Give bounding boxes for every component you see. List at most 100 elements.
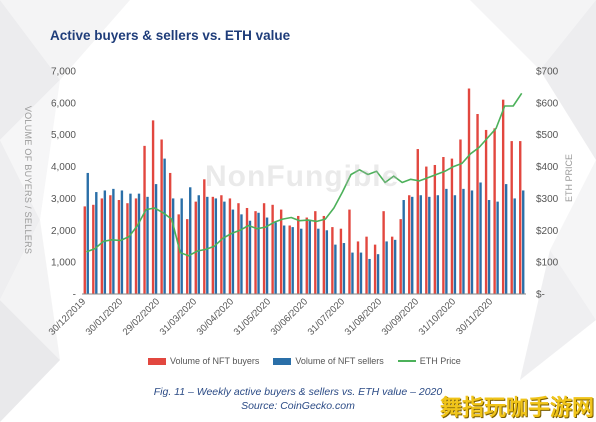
bar-sellers — [86, 172, 89, 294]
y-tick-label: 5,000 — [51, 130, 76, 141]
bar-sellers — [428, 196, 431, 294]
bar-sellers — [189, 187, 192, 294]
bar-sellers — [282, 225, 286, 294]
bar-sellers — [257, 212, 260, 294]
legend-swatch-eth — [397, 360, 416, 362]
legend-item-buyers: Volume of NFT buyers — [148, 356, 259, 366]
bar-buyers — [493, 128, 496, 294]
bar-sellers — [248, 220, 252, 294]
bar-sellers — [487, 200, 491, 294]
bar-sellers — [146, 196, 149, 294]
bar-buyers — [262, 203, 266, 294]
x-tick-label: 30/12/2019 — [47, 296, 88, 337]
bar-buyers — [271, 204, 274, 294]
bar-sellers — [411, 196, 414, 294]
legend-label-eth: ETH Price — [419, 356, 461, 366]
bar-buyers — [501, 99, 505, 295]
bar-buyers — [279, 209, 283, 294]
bar-buyers — [228, 198, 232, 294]
x-tick-label: 30/11/2020 — [454, 296, 495, 337]
bar-buyers — [177, 214, 180, 294]
y-tick-label: 1,000 — [51, 258, 76, 269]
bar-sellers — [334, 244, 337, 294]
bar-buyers — [314, 211, 317, 294]
bar-buyers — [134, 198, 138, 294]
y2-tick-label: $- — [536, 290, 545, 301]
bar-sellers — [470, 190, 474, 294]
bar-sellers — [240, 214, 243, 294]
bar-sellers — [462, 188, 465, 294]
bar-buyers — [109, 195, 112, 294]
bar-buyers — [288, 225, 291, 294]
y-tick-label: 2,000 — [51, 226, 76, 237]
bar-sellers — [393, 239, 397, 294]
legend-item-sellers: Volume of NFT sellers — [273, 356, 384, 366]
bar-buyers — [126, 203, 129, 294]
legend-swatch-buyers — [148, 357, 166, 365]
x-tick-label: 30/01/2020 — [84, 296, 125, 337]
x-tick-label: 29/02/2020 — [121, 296, 162, 337]
y2-tick-label: $200 — [536, 226, 559, 237]
bar-buyers — [467, 88, 471, 295]
eth-price-line — [86, 92, 523, 257]
bar-sellers — [402, 200, 405, 294]
chart-legend: Volume of NFT buyers Volume of NFT selle… — [148, 356, 461, 366]
bar-buyers — [484, 129, 488, 294]
bar-buyers — [399, 219, 402, 294]
x-tick-label: 31/05/2020 — [232, 296, 273, 337]
y2-tick-label: $700 — [536, 67, 559, 78]
bar-buyers — [168, 172, 172, 294]
bar-sellers — [137, 193, 141, 294]
y2-tick-label: $400 — [536, 162, 559, 173]
legend-label-sellers: Volume of NFT sellers — [295, 356, 384, 366]
bar-sellers — [120, 190, 124, 294]
x-tick-label: 30/04/2020 — [195, 296, 236, 337]
bar-sellers — [300, 228, 303, 294]
bar-buyers — [143, 145, 146, 294]
bar-buyers — [408, 195, 411, 294]
site-watermark: 舞指玩咖手游网 — [440, 396, 595, 421]
bar-sellers — [522, 190, 525, 294]
bar-buyers — [151, 120, 155, 294]
bar-buyers — [194, 201, 197, 294]
bar-sellers — [231, 209, 235, 294]
y-tick-label: - — [73, 290, 76, 301]
x-tick-label: 30/06/2020 — [269, 296, 310, 337]
bar-sellers — [419, 195, 422, 294]
bar-buyers — [519, 141, 522, 294]
x-tick-label: 31/08/2020 — [343, 296, 384, 337]
bar-buyers — [510, 141, 513, 294]
y-tick-label: 6,000 — [51, 98, 76, 109]
bar-buyers — [348, 209, 351, 294]
bar-sellers — [385, 241, 388, 294]
bar-buyers — [382, 211, 385, 294]
bar-sellers — [180, 198, 183, 294]
bar-sellers — [95, 192, 98, 294]
chart-title: Active buyers & sellers vs. ETH value — [50, 28, 291, 43]
bar-sellers — [436, 195, 440, 294]
bar-buyers — [390, 236, 394, 294]
bar-buyers — [331, 227, 334, 294]
bar-sellers — [351, 252, 354, 294]
bar-buyers — [203, 179, 206, 294]
bar-sellers — [129, 193, 132, 294]
bar-sellers — [496, 201, 499, 294]
legend-item-eth: ETH Price — [397, 356, 461, 366]
bar-buyers — [297, 215, 300, 294]
bar-sellers — [342, 243, 346, 294]
bar-buyers — [211, 196, 215, 294]
bar-sellers — [479, 182, 482, 294]
y-tick-label: 3,000 — [51, 194, 76, 205]
bar-buyers — [322, 215, 326, 294]
bar-sellers — [317, 228, 320, 294]
bar-sellers — [163, 158, 166, 294]
bar-buyers — [442, 157, 445, 294]
bar-buyers — [433, 164, 437, 294]
bar-buyers — [450, 158, 454, 294]
bar-sellers — [265, 217, 269, 294]
x-tick-label: 31/03/2020 — [158, 296, 199, 337]
bar-sellers — [223, 201, 226, 294]
bar-buyers — [160, 139, 163, 294]
bar-buyers — [245, 207, 249, 294]
bar-buyers — [186, 219, 189, 294]
